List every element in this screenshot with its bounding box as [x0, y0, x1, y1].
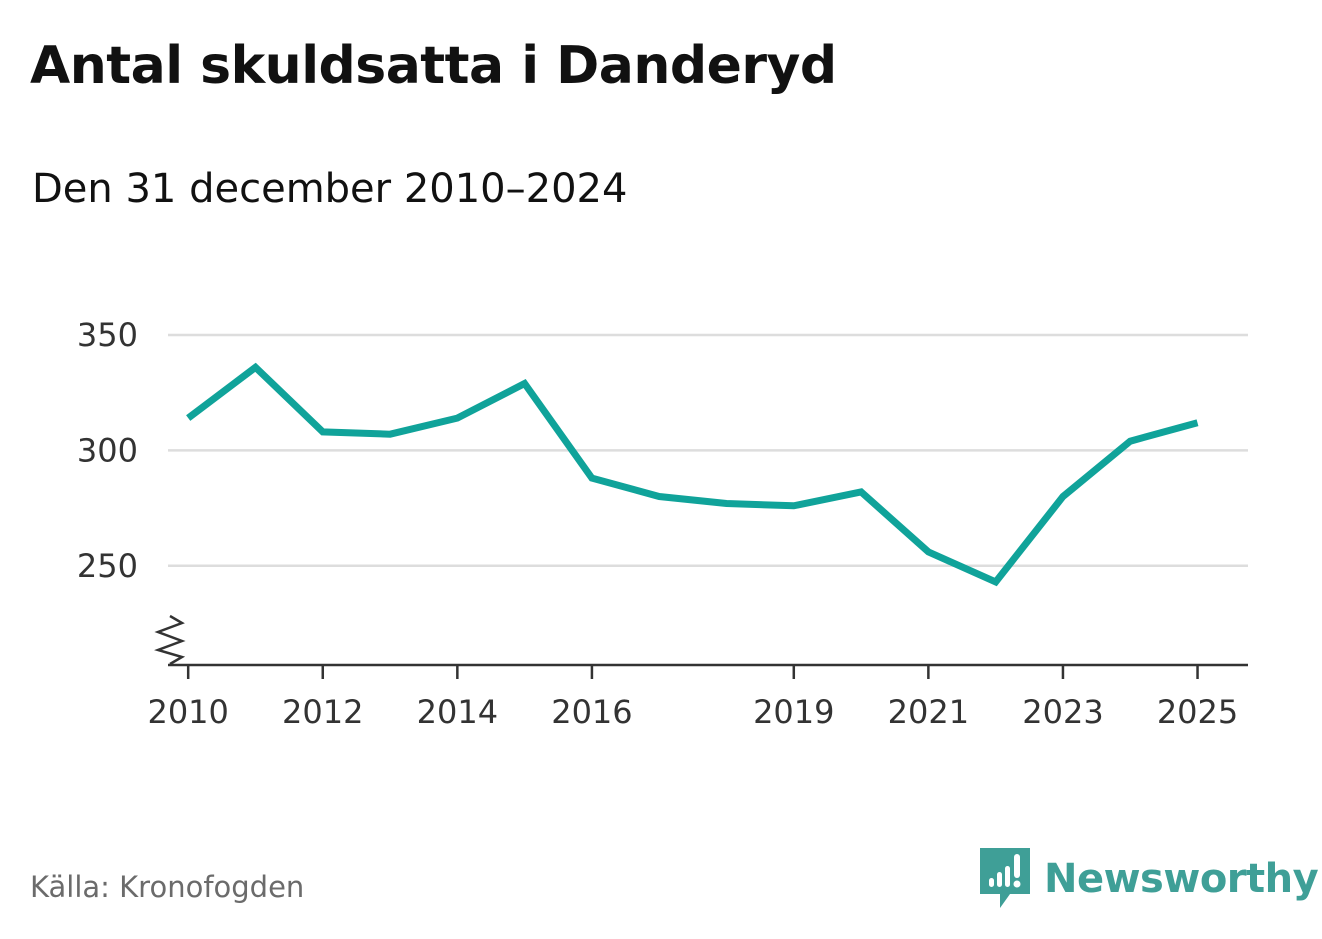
x-tick-label-2021: 2021 — [888, 693, 969, 731]
newsworthy-logo-icon — [980, 848, 1030, 908]
axes — [154, 614, 1248, 679]
x-tick-label-2019: 2019 — [753, 693, 834, 731]
gridlines — [168, 333, 1248, 568]
y-tick-label-300: 300 — [77, 431, 138, 469]
chart-subtitle: Den 31 december 2010–2024 — [32, 166, 628, 212]
series-line-0 — [186, 362, 1199, 587]
x-tick-label-2010: 2010 — [147, 693, 228, 731]
x-tick-label-2025: 2025 — [1157, 693, 1238, 731]
y-tick-label-350: 350 — [77, 316, 138, 354]
x-tick-label-2012: 2012 — [282, 693, 363, 731]
source-note: Källa: Kronofogden — [30, 870, 305, 904]
series — [186, 362, 1199, 587]
brand[interactable]: Newsworthy — [980, 848, 1319, 910]
x-tick-label-2016: 2016 — [551, 693, 632, 731]
brand-name: Newsworthy — [1044, 856, 1319, 902]
tick-labels: 250 300 350 2010 2012 2014 2016 2019 2021 2023 202… — [77, 316, 1238, 731]
x-tick-label-2023: 2023 — [1022, 693, 1103, 731]
y-tick-label-250: 250 — [77, 547, 138, 585]
y-axis-break-icon — [154, 614, 186, 666]
chart-title: Antal skuldsatta i Danderyd — [30, 36, 837, 96]
x-tick-label-2014: 2014 — [417, 693, 498, 731]
